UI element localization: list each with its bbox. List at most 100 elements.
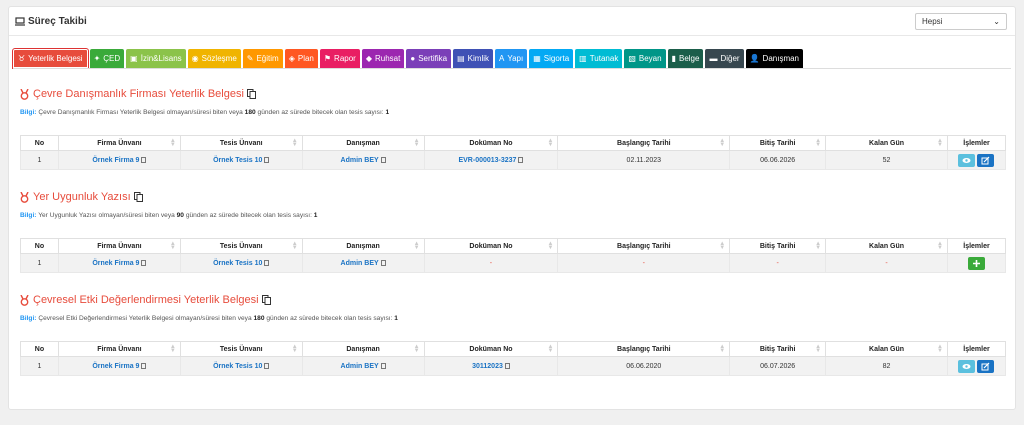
declaration-icon: ▧ — [628, 54, 636, 63]
tab-label: Plan — [297, 54, 314, 63]
tab-6[interactable]: ◈ Plan — [284, 49, 318, 68]
plus-icon — [972, 259, 980, 267]
edit-button[interactable] — [977, 153, 995, 167]
column-header[interactable]: Başlangıç Tarihi ▲ ▼ — [557, 341, 731, 357]
column-header[interactable]: Doküman No ▲ ▼ — [423, 238, 559, 254]
copy-icon[interactable] — [380, 259, 386, 266]
column-header[interactable]: Kalan Gün ▲ ▼ — [825, 135, 948, 151]
eye-icon — [962, 363, 971, 369]
column-header[interactable]: İşlemler — [946, 135, 1007, 151]
copy-icon[interactable] — [504, 362, 510, 369]
tab-7[interactable]: ⚑ Rapor — [319, 49, 360, 68]
cell-baslangic-value: 06.06.2020 — [626, 362, 662, 370]
column-header-label: Bitiş Tarihi — [759, 242, 796, 250]
copy-icon[interactable] — [246, 89, 256, 99]
tab-12[interactable]: ▦ Sigorta — [529, 49, 574, 68]
column-header-label: Danışman — [346, 139, 380, 147]
cell-firma[interactable]: Örnek Firma 9 — [57, 150, 181, 170]
column-header[interactable]: Firma Ünvanı ▲ ▼ — [57, 341, 181, 357]
column-header[interactable]: Danışman ▲ ▼ — [301, 135, 425, 151]
tab-label: Yeterlik Belgesi — [28, 54, 83, 63]
cell-danisman[interactable]: Admin BEY — [301, 356, 425, 376]
view-button[interactable] — [958, 359, 976, 373]
tab-13[interactable]: ▥ Tutanak — [575, 49, 623, 68]
tab-label: ÇED — [103, 54, 121, 63]
info-text-pre: Çevresel Etki Değerlendirmesi Yeterlik B… — [38, 315, 252, 322]
cell-danisman[interactable]: Admin BEY — [301, 150, 425, 170]
column-header[interactable]: Bitiş Tarihi ▲ ▼ — [729, 135, 827, 151]
cell-tesis[interactable]: Örnek Tesis 10 — [179, 253, 303, 273]
column-header[interactable]: Doküman No ▲ ▼ — [423, 341, 559, 357]
column-header[interactable]: Başlangıç Tarihi ▲ ▼ — [557, 135, 731, 151]
copy-icon[interactable] — [133, 192, 143, 202]
tab-2[interactable]: ✦ ÇED — [89, 49, 125, 68]
copy-icon[interactable] — [380, 156, 386, 163]
medal-icon: ♉ — [18, 54, 26, 63]
info-count: 1 — [394, 315, 398, 322]
column-header[interactable]: Firma Ünvanı ▲ ▼ — [57, 135, 181, 151]
cell-firma[interactable]: Örnek Firma 9 — [57, 356, 181, 376]
tab-11[interactable]: A Yapı — [495, 49, 528, 68]
tab-label: İzin&Lisans — [140, 54, 182, 63]
tab-9[interactable]: ● Sertifika — [406, 49, 452, 68]
tab-4[interactable]: ◉ Sözleşme — [187, 49, 241, 68]
copy-icon[interactable] — [264, 156, 270, 163]
certificate-icon: ● — [410, 54, 416, 63]
cell-dokuman[interactable]: 30112023 — [423, 356, 559, 376]
copy-icon[interactable] — [141, 259, 147, 266]
column-header[interactable]: Kalan Gün ▲ ▼ — [825, 238, 948, 254]
tab-17[interactable]: 👤 Danışman — [745, 49, 804, 68]
column-header[interactable]: Firma Ünvanı ▲ ▼ — [57, 238, 181, 254]
column-header[interactable]: Tesis Ünvanı ▲ ▼ — [179, 238, 303, 254]
cell-firma[interactable]: Örnek Firma 9 — [57, 253, 181, 273]
cell-danisman[interactable]: Admin BEY — [301, 253, 425, 273]
tab-8[interactable]: ◆ Ruhsat — [361, 49, 405, 68]
column-header[interactable]: Kalan Gün ▲ ▼ — [825, 341, 948, 357]
view-button[interactable] — [958, 153, 976, 167]
copy-icon[interactable] — [518, 156, 524, 163]
column-header[interactable]: Tesis Ünvanı ▲ ▼ — [179, 341, 303, 357]
column-header[interactable]: Danışman ▲ ▼ — [301, 238, 425, 254]
tab-3[interactable]: ▣ İzin&Lisans — [126, 49, 186, 68]
copy-icon[interactable] — [264, 362, 270, 369]
column-header[interactable]: No — [20, 238, 59, 254]
add-button[interactable] — [967, 256, 985, 270]
column-header[interactable]: Tesis Ünvanı ▲ ▼ — [179, 135, 303, 151]
tab-14[interactable]: ▧ Beyan — [624, 49, 666, 68]
tab-16[interactable]: ▬ Diğer — [705, 49, 744, 68]
tab-1[interactable]: ♉ Yeterlik Belgesi — [13, 49, 88, 68]
tab-5[interactable]: ✎ Eğitim — [242, 49, 283, 68]
column-header[interactable]: Bitiş Tarihi ▲ ▼ — [729, 341, 827, 357]
cell-dokuman[interactable]: EVR-000013-3237 — [423, 150, 559, 170]
copy-icon[interactable] — [380, 362, 386, 369]
copy-icon[interactable] — [264, 259, 270, 266]
edit-button[interactable] — [977, 359, 995, 373]
tab-15[interactable]: ▮ Belge — [667, 49, 704, 68]
column-header[interactable]: Başlangıç Tarihi ▲ ▼ — [557, 238, 731, 254]
copy-icon[interactable] — [141, 156, 147, 163]
column-header[interactable]: No — [20, 135, 59, 151]
column-header[interactable]: Doküman No ▲ ▼ — [423, 135, 559, 151]
filter-select[interactable]: Hepsi ⌄ — [915, 13, 1007, 30]
column-header-label: İşlemler — [963, 345, 990, 353]
copy-icon[interactable] — [261, 295, 271, 305]
edit-icon — [981, 156, 990, 164]
column-header[interactable]: Danışman ▲ ▼ — [301, 341, 425, 357]
column-header[interactable]: İşlemler — [946, 238, 1007, 254]
minutes-icon: ▥ — [579, 54, 587, 63]
cell-bitis-value: 06.06.2026 — [760, 156, 796, 164]
tab-label: Rapor — [334, 54, 356, 63]
sort-icon: ▲ ▼ — [291, 344, 298, 354]
cell-no-value: 1 — [37, 156, 42, 164]
sort-icon: ▲ ▼ — [719, 138, 726, 148]
tab-label: Eğitim — [256, 54, 279, 63]
table-row: 1 Örnek Firma 9 Örnek Tesis 10 Admin BEY 301… — [20, 356, 1007, 376]
copy-icon[interactable] — [141, 362, 147, 369]
column-header[interactable]: İşlemler — [946, 341, 1007, 357]
cell-tesis[interactable]: Örnek Tesis 10 — [179, 150, 303, 170]
cell-tesis[interactable]: Örnek Tesis 10 — [179, 356, 303, 376]
column-header[interactable]: Bitiş Tarihi ▲ ▼ — [729, 238, 827, 254]
info-days: 90 — [176, 212, 184, 219]
column-header[interactable]: No — [20, 341, 59, 357]
tab-10[interactable]: ▤ Kimlik — [453, 49, 494, 68]
